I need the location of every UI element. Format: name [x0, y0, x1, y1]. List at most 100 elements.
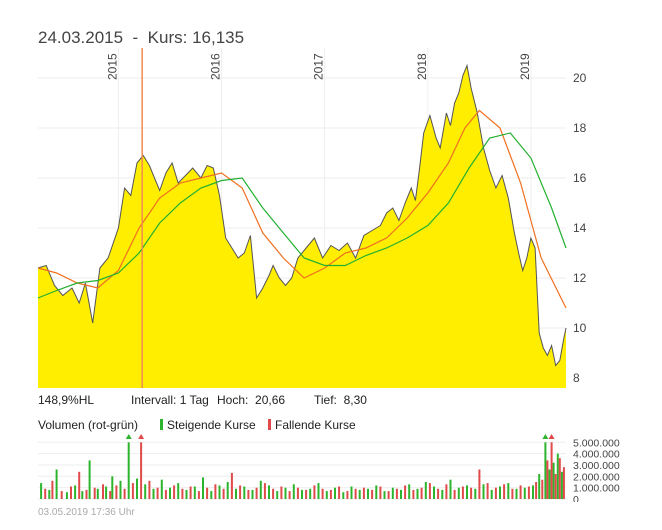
volume-bar-rising-27 — [259, 480, 262, 499]
x-tick-label-2018: 2018 — [415, 53, 429, 80]
legend-rising-swatch — [160, 419, 163, 430]
volume-bar-falling-8 — [109, 491, 112, 499]
stat-interval-label: Intervall: — [131, 393, 177, 407]
volume-bar-rising-28 — [268, 485, 270, 499]
timestamp: 03.05.2019 17:36 Uhr — [38, 507, 135, 518]
volume-bar-falling-21 — [214, 484, 217, 500]
volume-bar-falling-59 — [527, 486, 530, 499]
volume-bar-rising-23 — [226, 482, 229, 499]
volume-bar-rising-13 — [144, 484, 147, 500]
volume-y-tick-label-0: 0 — [573, 494, 579, 502]
volume-bar-rising-34 — [317, 483, 320, 499]
legend-falling-swatch — [268, 419, 271, 430]
volume-bar-falling-5 — [85, 489, 88, 499]
volume-bar-rising-overflow-arrow-11 — [125, 434, 132, 439]
volume-bar-rising-41 — [375, 485, 378, 499]
volume-bar-rising-29 — [276, 491, 279, 499]
volume-bar-rising-26 — [251, 489, 254, 499]
volume-bar-rising-44 — [400, 489, 402, 499]
volume-bar-rising-5 — [81, 491, 84, 499]
volume-bar-rising-37 — [342, 492, 345, 499]
volume-bar-rising-4 — [74, 485, 77, 499]
volume-bar-falling-58 — [519, 485, 522, 499]
volume-bar-rising-12 — [136, 478, 138, 499]
volume-bar-rising-8 — [105, 486, 108, 499]
stat-interval: Intervall: 1 Tag — [131, 393, 209, 407]
volume-bar-falling-64 — [554, 474, 557, 499]
volume-bar-rising-3 — [65, 492, 68, 499]
volume-bar-rising-52 — [466, 485, 468, 499]
volume-bar-falling-2 — [60, 491, 63, 499]
volume-bar-rising-overflow-arrow-62 — [542, 434, 549, 439]
volume-bar-falling-56 — [503, 484, 506, 500]
volume-bar-falling-27 — [263, 483, 266, 499]
volume-bar-falling-overflow-arrow-12 — [138, 434, 145, 439]
volume-bar-rising-21 — [210, 491, 213, 499]
volume-bar-rising-2 — [55, 469, 58, 499]
volume-bar-rising-49 — [441, 489, 444, 499]
x-tick-label-2017: 2017 — [312, 53, 326, 80]
volume-bar-falling-53 — [478, 469, 481, 499]
price-chart[interactable]: 2015 2016 2017 2018 2019 8 10 12 14 16 18 20 — [0, 0, 662, 390]
volume-bar-falling-7 — [102, 484, 104, 500]
volume-bar-falling-4 — [78, 471, 81, 499]
volume-bar-falling-13 — [148, 480, 151, 499]
legend-rising-label: Steigende Kurse — [167, 418, 256, 432]
volume-bar-falling-10 — [123, 488, 126, 499]
volume-bar-falling-29 — [280, 486, 283, 499]
volume-bar-falling-22 — [222, 488, 225, 499]
volume-bar-rising-57 — [507, 483, 510, 499]
volume-y-tick-label-1: 1.000.000 — [573, 483, 620, 495]
volume-bar-rising-6 — [88, 460, 91, 499]
volume-bar-rising-59 — [523, 487, 526, 499]
legend-falling: Fallende Kurse — [268, 418, 356, 432]
legend-rising: Steigende Kurse — [160, 418, 256, 432]
volume-bar-falling-46 — [420, 487, 423, 499]
volume-bar-falling-38 — [354, 488, 357, 499]
volume-bar-falling-66 — [562, 467, 565, 499]
volume-bar-falling-39 — [362, 487, 365, 499]
volume-bar-rising-58 — [515, 488, 518, 499]
header-kurs-value: 16,135 — [192, 28, 245, 47]
volume-bar-rising-53 — [474, 488, 477, 499]
volume-bar-rising-11 — [127, 442, 130, 499]
volume-bar-rising-25 — [243, 486, 246, 499]
volume-bar-rising-62 — [544, 442, 547, 499]
stat-hoch-label: Hoch: — [217, 393, 249, 407]
stat-tief: Tief: 8,30 — [314, 393, 367, 407]
volume-bar-falling-15 — [164, 489, 167, 499]
volume-bar-falling-35 — [329, 489, 332, 499]
volume-bar-rising-19 — [193, 486, 196, 499]
volume-bar-falling-48 — [437, 488, 440, 499]
volume-bar-rising-22 — [218, 485, 221, 499]
stat-hoch: Hoch: 20,66 — [217, 393, 285, 407]
volume-bar-falling-43 — [395, 488, 398, 499]
volume-bar-falling-overflow-arrow-63 — [548, 434, 555, 439]
volume-bar-falling-57 — [511, 488, 514, 499]
volume-bar-rising-56 — [499, 486, 501, 499]
volume-bar-rising-48 — [433, 486, 435, 499]
volume-bar-falling-32 — [305, 489, 308, 499]
volume-chart[interactable]: 01.000.0002.000.0003.000.0004.000.0005.0… — [0, 432, 662, 502]
volume-bar-rising-51 — [457, 487, 460, 499]
header-date: 24.03.2015 — [38, 28, 124, 47]
volume-bar-rising-32 — [301, 489, 303, 499]
stat-tief-value: 8,30 — [343, 393, 367, 407]
volume-bar-rising-9 — [111, 476, 114, 499]
volume-bar-rising-18 — [185, 489, 188, 499]
volume-bar-rising-10 — [119, 480, 122, 499]
x-tick-label-2019: 2019 — [518, 53, 532, 80]
volume-bar-falling-3 — [70, 486, 72, 499]
volume-bar-falling-34 — [321, 488, 324, 499]
volume-bar-rising-20 — [202, 477, 204, 499]
volume-y-tick-label-4: 4.000.000 — [573, 449, 620, 461]
volume-bar-rising-14 — [152, 488, 155, 499]
volume-bar-falling-52 — [470, 487, 473, 499]
volume-bar-rising-15 — [160, 479, 163, 499]
volume-bar-falling-37 — [346, 491, 349, 499]
volume-bar-falling-18 — [189, 486, 192, 499]
volume-bar-rising-24 — [235, 488, 237, 499]
stat-hoch-value: 20,66 — [255, 393, 286, 407]
volume-bar-falling-49 — [445, 484, 448, 500]
volume-bar-rising-60 — [532, 485, 534, 499]
